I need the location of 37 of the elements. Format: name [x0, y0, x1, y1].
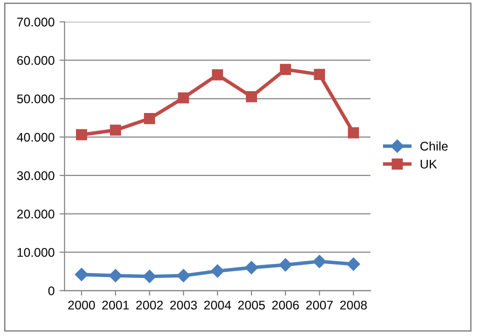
- x-tick-label: 2008: [340, 300, 367, 310]
- y-tick-label: 40.000: [16, 132, 54, 142]
- x-tick-label: 2007: [306, 300, 333, 310]
- point: [244, 261, 258, 274]
- point: [74, 268, 88, 282]
- legend-label: UK: [420, 160, 437, 169]
- y-tick-label: 50.000: [17, 94, 54, 104]
- point: [312, 254, 326, 268]
- y-tick-label: 60.000: [17, 56, 54, 65]
- point: [210, 264, 224, 278]
- point: [246, 91, 258, 102]
- point: [108, 269, 122, 282]
- y-tick-label: 30.000: [17, 171, 54, 180]
- point: [176, 269, 190, 282]
- x-tick-label: 2005: [238, 300, 265, 310]
- point: [278, 258, 292, 272]
- point: [280, 64, 292, 76]
- point: [178, 92, 190, 104]
- point: [348, 127, 360, 138]
- y-tick-label: 20.000: [17, 210, 54, 218]
- point: [110, 124, 122, 136]
- point: [346, 258, 360, 271]
- point: [144, 113, 156, 124]
- y-tick-label: 10.000: [18, 248, 54, 257]
- x-tick-label: 2001: [102, 300, 129, 310]
- x-tick-label: 2000: [68, 300, 95, 310]
- point: [212, 69, 224, 80]
- x-tick-label: 2006: [272, 300, 299, 310]
- point: [76, 129, 88, 140]
- point: [142, 270, 156, 284]
- y-tick-label: 0: [48, 286, 54, 296]
- x-tick-label: 2004: [204, 300, 232, 310]
- x-tick-label: 2003: [170, 300, 197, 310]
- x-tick-label: 2002: [136, 300, 163, 310]
- legend-label: Chile: [420, 141, 448, 151]
- y-tick-label: 70.000: [17, 18, 54, 26]
- point: [314, 68, 326, 80]
